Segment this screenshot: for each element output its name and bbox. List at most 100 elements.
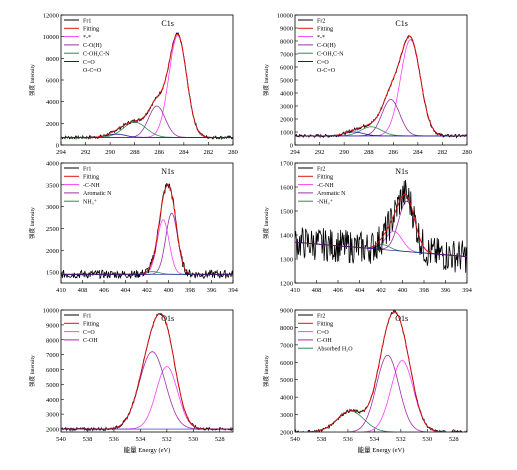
component-peak-3 — [295, 410, 467, 432]
legend-label: Fr2 — [317, 18, 325, 24]
x-tick-label: 530 — [422, 436, 432, 443]
x-axis-label: 能量 Energy (eV) — [358, 445, 405, 454]
x-tick-label: 290 — [105, 149, 115, 156]
x-tick-label: 292 — [81, 149, 91, 156]
x-tick-label: 400 — [398, 287, 408, 294]
x-tick-label: 284 — [413, 149, 424, 156]
x-tick-label: 406 — [99, 287, 110, 294]
y-tick-label: 4000 — [280, 395, 293, 402]
x-tick-label: 534 — [370, 436, 381, 443]
y-tick-label: 9000 — [280, 308, 293, 315]
x-tick-label: 398 — [419, 287, 429, 294]
legend-label: C=O — [83, 60, 95, 66]
x-tick-label: 408 — [312, 287, 322, 294]
y-tick-label: 10000 — [43, 308, 59, 315]
y-tick-label: 12000 — [43, 13, 59, 20]
legend-label: -NH₃⁺ — [317, 200, 333, 206]
legend-label: -C-NH — [317, 183, 334, 189]
plot-area — [61, 31, 233, 141]
y-tick-label: 3000 — [46, 204, 59, 211]
legend-label: O-C=O — [83, 68, 102, 74]
x-tick-label: 294 — [56, 149, 67, 156]
y-tick-label: 6000 — [280, 360, 293, 367]
plot-area — [295, 34, 467, 139]
y-tick-label: 6000 — [46, 78, 59, 85]
x-tick-label: 528 — [215, 436, 225, 443]
y-tick-label: 1400 — [280, 233, 293, 240]
x-tick-label: 406 — [333, 287, 344, 294]
fitting-line — [61, 184, 233, 275]
legend-label: C-OH,C-N — [83, 52, 110, 58]
y-tick-label: 1300 — [280, 257, 293, 264]
component-peak-2 — [61, 212, 233, 275]
legend-label: Fitting — [83, 322, 99, 328]
x-tick-label: 410 — [56, 287, 66, 294]
legend-label: Fr1 — [83, 313, 91, 319]
legend-label: O-C=O — [317, 68, 336, 74]
raw-data-line — [61, 182, 233, 280]
legend-label: C-O(H) — [317, 42, 336, 49]
y-tick-label: 1000 — [280, 130, 293, 137]
y-tick-label: 5000 — [280, 377, 293, 384]
y-tick-label: 8000 — [46, 337, 59, 344]
x-tick-label: 290 — [339, 149, 349, 156]
legend-label: C=O — [83, 330, 95, 336]
legend-label: Fr2 — [317, 313, 325, 319]
x-tick-label: 540 — [56, 436, 66, 443]
panel-title: O1s — [395, 314, 408, 323]
y-tick-label: 2500 — [46, 226, 59, 233]
panel-4: N1s 1200 1300 1400 1500 1600 1700 410 408 406 404 4… — [262, 161, 473, 295]
x-tick-label: 294 — [290, 149, 301, 156]
y-axis-label: 强度 Intensity — [28, 355, 36, 387]
y-axis-label: 强度 Intensity — [262, 207, 270, 239]
y-tick-label: 3000 — [280, 412, 293, 419]
x-tick-label: 538 — [83, 436, 93, 443]
raw-data-line — [295, 34, 467, 139]
x-tick-label: 528 — [449, 436, 459, 443]
component-peak-2 — [61, 105, 233, 138]
panel-1: C1s 0 2000 4000 6000 8000 10000 12000 294 292 290 2… — [28, 13, 238, 157]
legend-label: C-OH — [83, 338, 98, 344]
x-tick-label: 282 — [438, 149, 448, 156]
y-tick-label: 9000 — [280, 26, 293, 33]
y-tick-label: 1500 — [46, 270, 59, 277]
x-tick-label: 402 — [376, 287, 386, 294]
plot-area — [295, 310, 467, 432]
x-tick-label: 534 — [136, 436, 147, 443]
y-axis-label: 强度 Intensity — [28, 64, 36, 96]
component-peak-3 — [61, 121, 233, 138]
component-peak-1 — [295, 360, 467, 432]
legend-label: NH₃⁺ — [83, 200, 97, 206]
x-tick-label: 536 — [109, 436, 120, 443]
y-tick-label: 0 — [290, 143, 293, 150]
y-tick-label: 9000 — [46, 322, 59, 329]
y-tick-label: 1700 — [280, 161, 293, 168]
x-tick-label: 288 — [130, 149, 140, 156]
legend-label: Fr2 — [317, 166, 325, 172]
y-tick-label: 2000 — [46, 248, 59, 255]
x-tick-label: 404 — [355, 287, 366, 294]
x-tick-label: 532 — [396, 436, 406, 443]
y-tick-label: 2000 — [280, 117, 293, 124]
x-tick-label: 408 — [78, 287, 88, 294]
y-tick-label: 8000 — [280, 325, 293, 332]
legend-label: C-OH,C-N — [317, 52, 344, 58]
y-tick-label: 8000 — [280, 39, 293, 46]
panel-5: O1s 2000 3000 4000 5000 6000 7000 8000 9000 10000… — [28, 308, 234, 454]
panel-title: N1s — [395, 167, 408, 176]
y-tick-label: 6000 — [280, 65, 293, 72]
panel-6: O1s 2000 3000 4000 5000 6000 7000 8000 9000 540 53… — [262, 308, 468, 454]
y-tick-label: 4000 — [46, 397, 59, 404]
plot-area — [295, 179, 467, 273]
background-line — [295, 241, 467, 257]
legend-label: Fitting — [83, 27, 99, 33]
panel-2: C1s 0 1000 2000 3000 4000 5000 6000 7000 8000 9000… — [262, 13, 472, 157]
x-tick-label: 284 — [179, 149, 190, 156]
x-tick-label: 288 — [364, 149, 374, 156]
y-tick-label: 2000 — [280, 430, 293, 437]
fitting-line — [295, 311, 467, 432]
y-axis-label: 强度 Intensity — [262, 355, 270, 387]
y-tick-label: 7000 — [46, 352, 59, 359]
y-tick-label: 2000 — [46, 121, 59, 128]
legend-label: Absorbed H₂O — [317, 347, 353, 353]
